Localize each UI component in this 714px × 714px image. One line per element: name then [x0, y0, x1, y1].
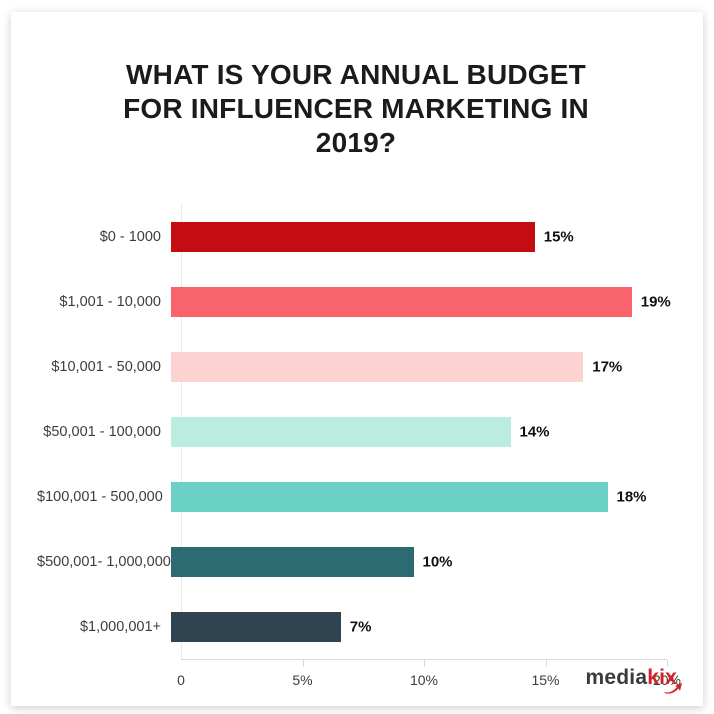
category-label: $1,001 - 10,000: [59, 293, 161, 310]
bar-track: 18%: [171, 481, 656, 512]
category-label: $0 - 1000: [99, 228, 161, 245]
x-axis-tick-label: 0: [177, 672, 185, 689]
bar-track: 10%: [171, 546, 656, 577]
x-axis-tick: [302, 660, 304, 668]
logo-text-media: media: [585, 666, 648, 689]
value-label: 14%: [519, 423, 550, 441]
logo-swoosh-icon: [664, 683, 682, 694]
bar-row: $10,001 - 50,000 17%: [37, 334, 675, 399]
chart-card: WHAT IS YOUR ANNUAL BUDGET FOR INFLUENCE…: [11, 12, 703, 706]
chart-title: WHAT IS YOUR ANNUAL BUDGET FOR INFLUENCE…: [123, 59, 589, 159]
bar: [171, 286, 632, 317]
bar-rows: $0 - 1000 15% $1,001 - 10,000 19% $10,001 - …: [37, 204, 675, 659]
x-axis-tick-label: 10%: [409, 672, 439, 689]
x-axis-tick-label: 5%: [292, 672, 313, 689]
bar-track: 7%: [171, 611, 656, 642]
value-label: 15%: [543, 228, 574, 246]
bar-track: 17%: [171, 351, 656, 382]
bar: [171, 351, 584, 382]
bar-track: 14%: [171, 416, 656, 447]
value-label: 17%: [592, 358, 623, 376]
bar: [171, 416, 511, 447]
bar: [171, 546, 414, 577]
category-label: $100,001 - 500,000: [37, 488, 163, 505]
category-label: $10,001 - 50,000: [51, 358, 161, 375]
x-axis: 0 5% 10% 15% 20%: [177, 659, 681, 696]
x-axis-tick-label: 15%: [531, 672, 560, 689]
mediakix-logo: mediakix: [585, 666, 682, 694]
bar-track: 19%: [171, 286, 671, 317]
value-label: 7%: [349, 618, 372, 636]
bar-row: $1,001 - 10,000 19%: [37, 269, 675, 334]
x-axis-tick: [545, 660, 547, 668]
category-label: $500,001- 1,000,000: [37, 553, 171, 570]
bar-chart: $0 - 1000 15% $1,001 - 10,000 19% $10,001 - …: [37, 204, 681, 696]
bar: [171, 481, 608, 512]
value-label: 19%: [640, 293, 671, 311]
value-label: 18%: [616, 488, 647, 506]
category-label: $1,000,001+: [79, 618, 161, 635]
bar-track: 15%: [171, 221, 656, 252]
x-axis-tick: [667, 660, 668, 668]
category-label: $50,001 - 100,000: [43, 423, 161, 440]
bar-row: $0 - 1000 15%: [37, 204, 675, 269]
bar-row: $50,001 - 100,000 14%: [37, 399, 675, 464]
bar-row: $1,000,001+ 7%: [37, 594, 675, 659]
x-axis-tick-label: 20%: [652, 672, 682, 689]
x-axis-tick: [424, 660, 425, 668]
logo-text-kix: kix: [647, 666, 682, 694]
bar: [171, 611, 341, 642]
bar: [171, 221, 535, 252]
value-label: 10%: [422, 553, 453, 571]
bar-row: $100,001 - 500,000 18%: [37, 464, 675, 529]
bar-row: $500,001- 1,000,000 10%: [37, 529, 675, 594]
